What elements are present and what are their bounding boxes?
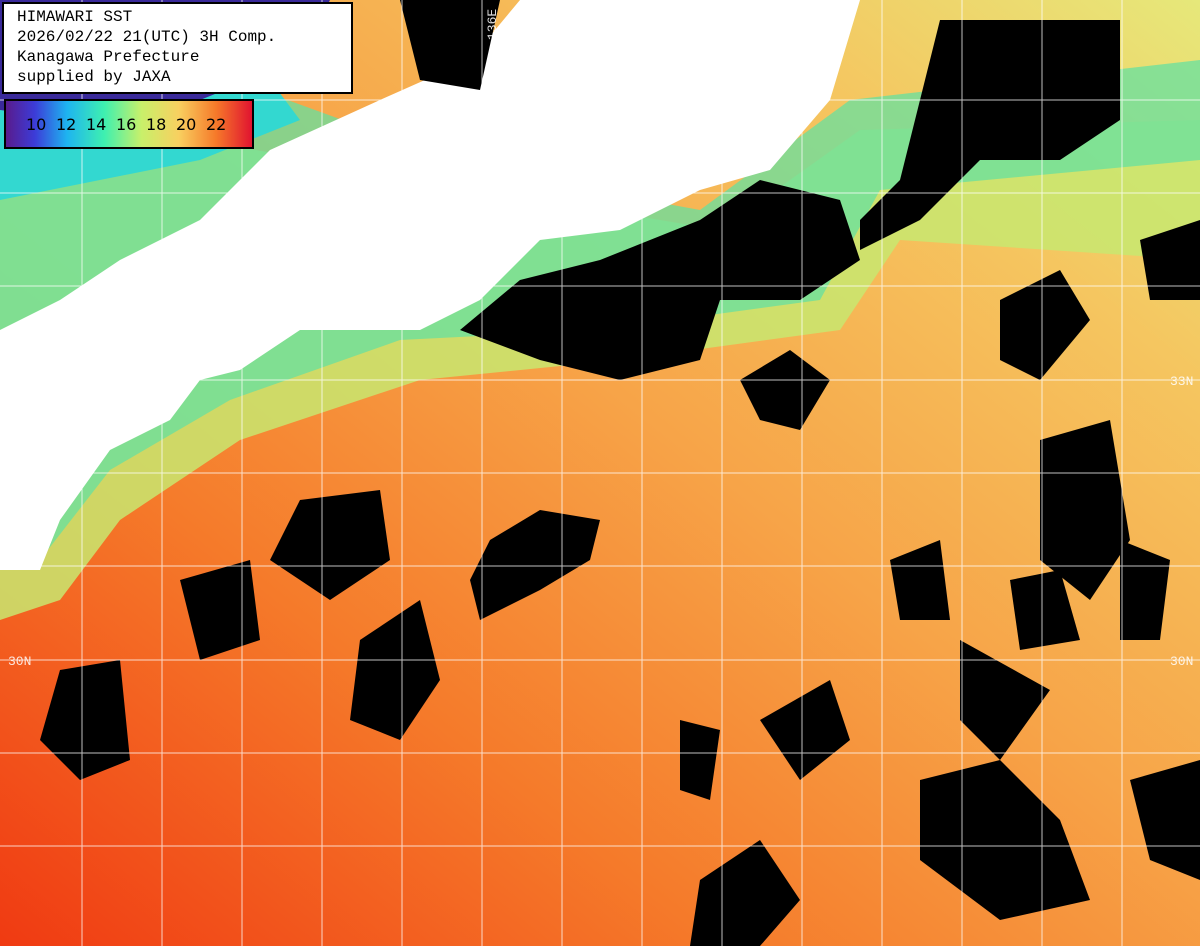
colorbar-label: 18 — [146, 115, 166, 134]
colorbar — [4, 99, 254, 149]
header-line: Kanagawa Prefecture — [17, 48, 199, 66]
latitude-label: 33N — [8, 374, 31, 389]
colorbar-label: 12 — [56, 115, 76, 134]
longitude-label: 136E — [485, 9, 500, 40]
header-line: 2026/02/22 21(UTC) 3H Comp. — [17, 28, 276, 46]
colorbar-label: 16 — [116, 115, 136, 134]
header-line: supplied by JAXA — [17, 68, 171, 86]
colorbar-label: 20 — [176, 115, 196, 134]
colorbar-label: 22 — [206, 115, 226, 134]
colorbar-label: 14 — [86, 115, 106, 134]
land — [0, 0, 860, 570]
latitude-label: 30N — [8, 654, 31, 669]
latitude-label: 30N — [1170, 654, 1193, 669]
header-line: HIMAWARI SST — [17, 8, 132, 26]
header-box — [2, 2, 353, 94]
colorbar-label: 10 — [26, 115, 46, 134]
latitude-label: 33N — [1170, 374, 1193, 389]
